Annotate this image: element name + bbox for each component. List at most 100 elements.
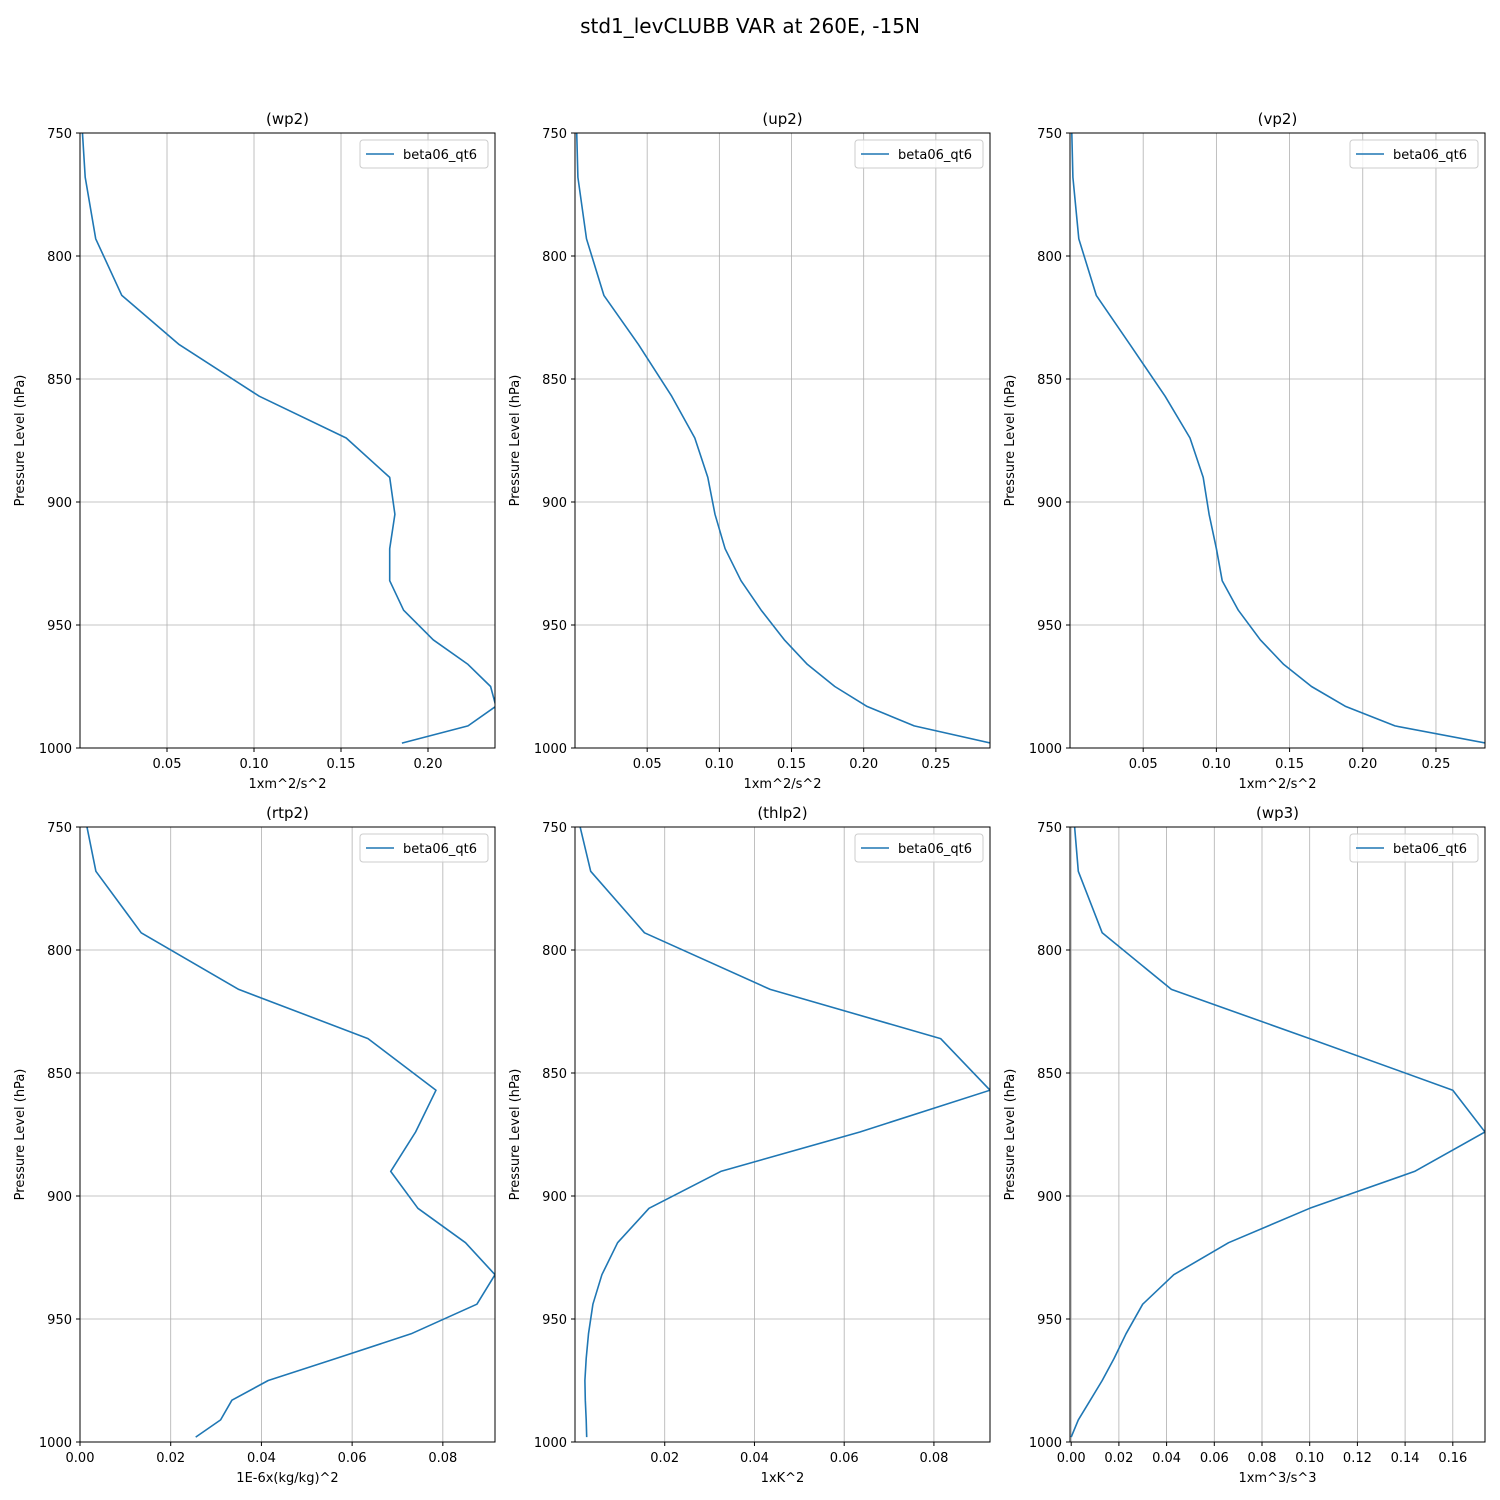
legend: beta06_qt6: [359, 833, 489, 863]
subplot-wp2: 0.05 0.10 0.15 0.20 750 800 850 900 950 1000 (wp2)…: [13, 110, 496, 792]
series-line: [1071, 133, 1485, 744]
plot-frame: [79, 132, 496, 749]
subplot-vp2: 0.05 0.10 0.15 0.20 0.25 750 800 850 900 950 1000 (…: [1003, 110, 1486, 792]
x-tick-label: 0.15: [777, 757, 806, 772]
legend: beta06_qt6: [359, 139, 489, 169]
x-tick-label: 0.02: [156, 1451, 185, 1466]
y-tick-label: 900: [47, 1190, 72, 1205]
legend-label: beta06_qt6: [1393, 842, 1467, 857]
x-tick-label: 0.25: [1421, 757, 1450, 772]
y-tick-label: 850: [1037, 1067, 1062, 1082]
plot-frame: [574, 826, 991, 1443]
legend-box: [854, 833, 984, 863]
x-tick-label: 0.00: [1057, 1451, 1086, 1466]
plot-frame: [1069, 132, 1486, 749]
y-tick-label: 1000: [1029, 1436, 1062, 1451]
x-tick-label: 0.02: [1104, 1451, 1133, 1466]
legend-label: beta06_qt6: [403, 842, 477, 857]
x-tick-label: 0.04: [740, 1451, 769, 1466]
legend-box: [359, 139, 489, 169]
legend-label: beta06_qt6: [898, 148, 972, 163]
subplot-title: (vp2): [1258, 110, 1298, 128]
x-tick-label: 0.08: [919, 1451, 948, 1466]
y-tick-label: 850: [47, 1067, 72, 1082]
x-tick-label: 0.05: [1129, 757, 1158, 772]
subplot-title: (wp3): [1256, 804, 1299, 822]
x-tick-label: 0.20: [414, 757, 443, 772]
legend-label: beta06_qt6: [898, 842, 972, 857]
x-tick-label: 0.16: [1438, 1451, 1467, 1466]
y-axis-label: Pressure Level (hPa): [13, 1069, 28, 1201]
x-tick-label: 0.08: [428, 1451, 457, 1466]
plot-frame: [1069, 826, 1486, 1443]
x-tick-label: 0.06: [1200, 1451, 1229, 1466]
x-tick-label: 0.12: [1343, 1451, 1372, 1466]
figure-title: std1_levCLUBB VAR at 260E, -15N: [580, 14, 920, 38]
plot-frame: [79, 826, 496, 1443]
y-tick-label: 850: [47, 373, 72, 388]
series-line: [86, 827, 495, 1438]
y-tick-label: 800: [1037, 250, 1062, 265]
legend-box: [1349, 139, 1479, 169]
y-tick-label: 950: [1037, 1313, 1062, 1328]
y-axis-label: Pressure Level (hPa): [13, 375, 28, 507]
legend: beta06_qt6: [1349, 833, 1479, 863]
series-line: [1070, 827, 1485, 1438]
y-tick-label: 800: [47, 250, 72, 265]
y-tick-label: 1000: [1029, 742, 1062, 757]
plot-frame: [574, 132, 991, 749]
x-tick-label: 0.20: [849, 757, 878, 772]
y-tick-label: 800: [1037, 944, 1062, 959]
y-tick-label: 750: [1037, 127, 1062, 142]
y-tick-label: 800: [542, 250, 567, 265]
x-tick-label: 0.15: [1275, 757, 1304, 772]
legend: beta06_qt6: [1349, 139, 1479, 169]
y-tick-label: 750: [47, 821, 72, 836]
x-tick-label: 0.14: [1391, 1451, 1420, 1466]
y-tick-label: 750: [47, 127, 72, 142]
series-line: [579, 827, 990, 1438]
y-tick-label: 800: [47, 944, 72, 959]
x-tick-label: 0.05: [153, 757, 182, 772]
x-tick-label: 0.00: [66, 1451, 95, 1466]
y-tick-label: 950: [47, 619, 72, 634]
subplot-title: (up2): [762, 110, 802, 128]
x-tick-label: 0.02: [650, 1451, 679, 1466]
y-tick-label: 950: [47, 1313, 72, 1328]
y-axis-label: Pressure Level (hPa): [1003, 375, 1018, 507]
legend-box: [854, 139, 984, 169]
x-tick-label: 0.25: [921, 757, 950, 772]
y-tick-label: 900: [1037, 496, 1062, 511]
y-tick-label: 850: [1037, 373, 1062, 388]
legend-box: [1349, 833, 1479, 863]
legend-box: [359, 833, 489, 863]
y-axis-label: Pressure Level (hPa): [508, 375, 523, 507]
y-tick-label: 800: [542, 944, 567, 959]
x-axis-label: 1xm^2/s^2: [1238, 777, 1316, 792]
y-tick-label: 900: [542, 496, 567, 511]
y-tick-label: 1000: [534, 1436, 567, 1451]
x-tick-label: 0.04: [247, 1451, 276, 1466]
y-tick-label: 900: [542, 1190, 567, 1205]
y-tick-label: 900: [47, 496, 72, 511]
x-tick-label: 0.06: [830, 1451, 859, 1466]
y-axis-label: Pressure Level (hPa): [1003, 1069, 1018, 1201]
x-axis-label: 1xK^2: [761, 1471, 805, 1486]
x-tick-label: 0.06: [338, 1451, 367, 1466]
y-tick-label: 950: [542, 619, 567, 634]
y-tick-label: 1000: [39, 1436, 72, 1451]
legend: beta06_qt6: [854, 139, 984, 169]
subplot-rtp2: 0.00 0.02 0.04 0.06 0.08 750 800 850 900 950 1000 (…: [13, 804, 496, 1486]
subplot-title: (rtp2): [266, 804, 309, 822]
series-line: [575, 133, 990, 744]
legend: beta06_qt6: [854, 833, 984, 863]
x-axis-label: 1xm^2/s^2: [743, 777, 821, 792]
x-tick-label: 0.10: [240, 757, 269, 772]
x-tick-label: 0.15: [327, 757, 356, 772]
subplot-title: (thlp2): [757, 804, 807, 822]
y-tick-label: 950: [1037, 619, 1062, 634]
y-tick-label: 1000: [534, 742, 567, 757]
x-tick-label: 0.20: [1348, 757, 1377, 772]
y-tick-label: 1000: [39, 742, 72, 757]
y-tick-label: 750: [542, 821, 567, 836]
